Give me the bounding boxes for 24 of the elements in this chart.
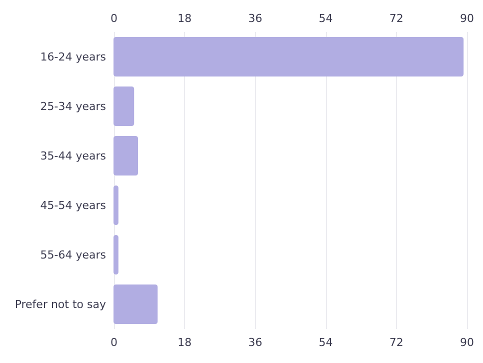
x-tick-label: 36	[248, 336, 262, 349]
x2-tick-label: 18	[178, 12, 192, 25]
bar	[114, 284, 158, 324]
x2-tick-label: 54	[318, 12, 333, 25]
bar	[114, 185, 118, 226]
x-tick-label: 18	[178, 336, 192, 349]
y-tick-label: 25-34 years	[40, 100, 106, 113]
y-tick-label: 55-64 years	[40, 248, 106, 262]
bar	[114, 36, 464, 77]
y-tick-label: Prefer not to say	[14, 298, 106, 311]
x-tick-label: 72	[389, 336, 404, 349]
x-tick-label: 90	[460, 336, 474, 349]
x2-tick-label: 0	[110, 12, 118, 25]
x2-tick-label: 36	[248, 12, 262, 25]
bar	[114, 136, 138, 176]
x2-tick-label: 72	[389, 12, 404, 25]
x-tick-label: 0	[110, 336, 118, 349]
x2-tick-label: 90	[460, 12, 474, 25]
bar	[114, 86, 134, 126]
y-tick-label: 35-44 years	[40, 149, 106, 162]
x-tick-label: 54	[318, 336, 333, 349]
y-tick-label: 16-24 years	[40, 50, 106, 64]
bar	[114, 234, 118, 275]
y-tick-label: 45-54 years	[40, 198, 106, 212]
